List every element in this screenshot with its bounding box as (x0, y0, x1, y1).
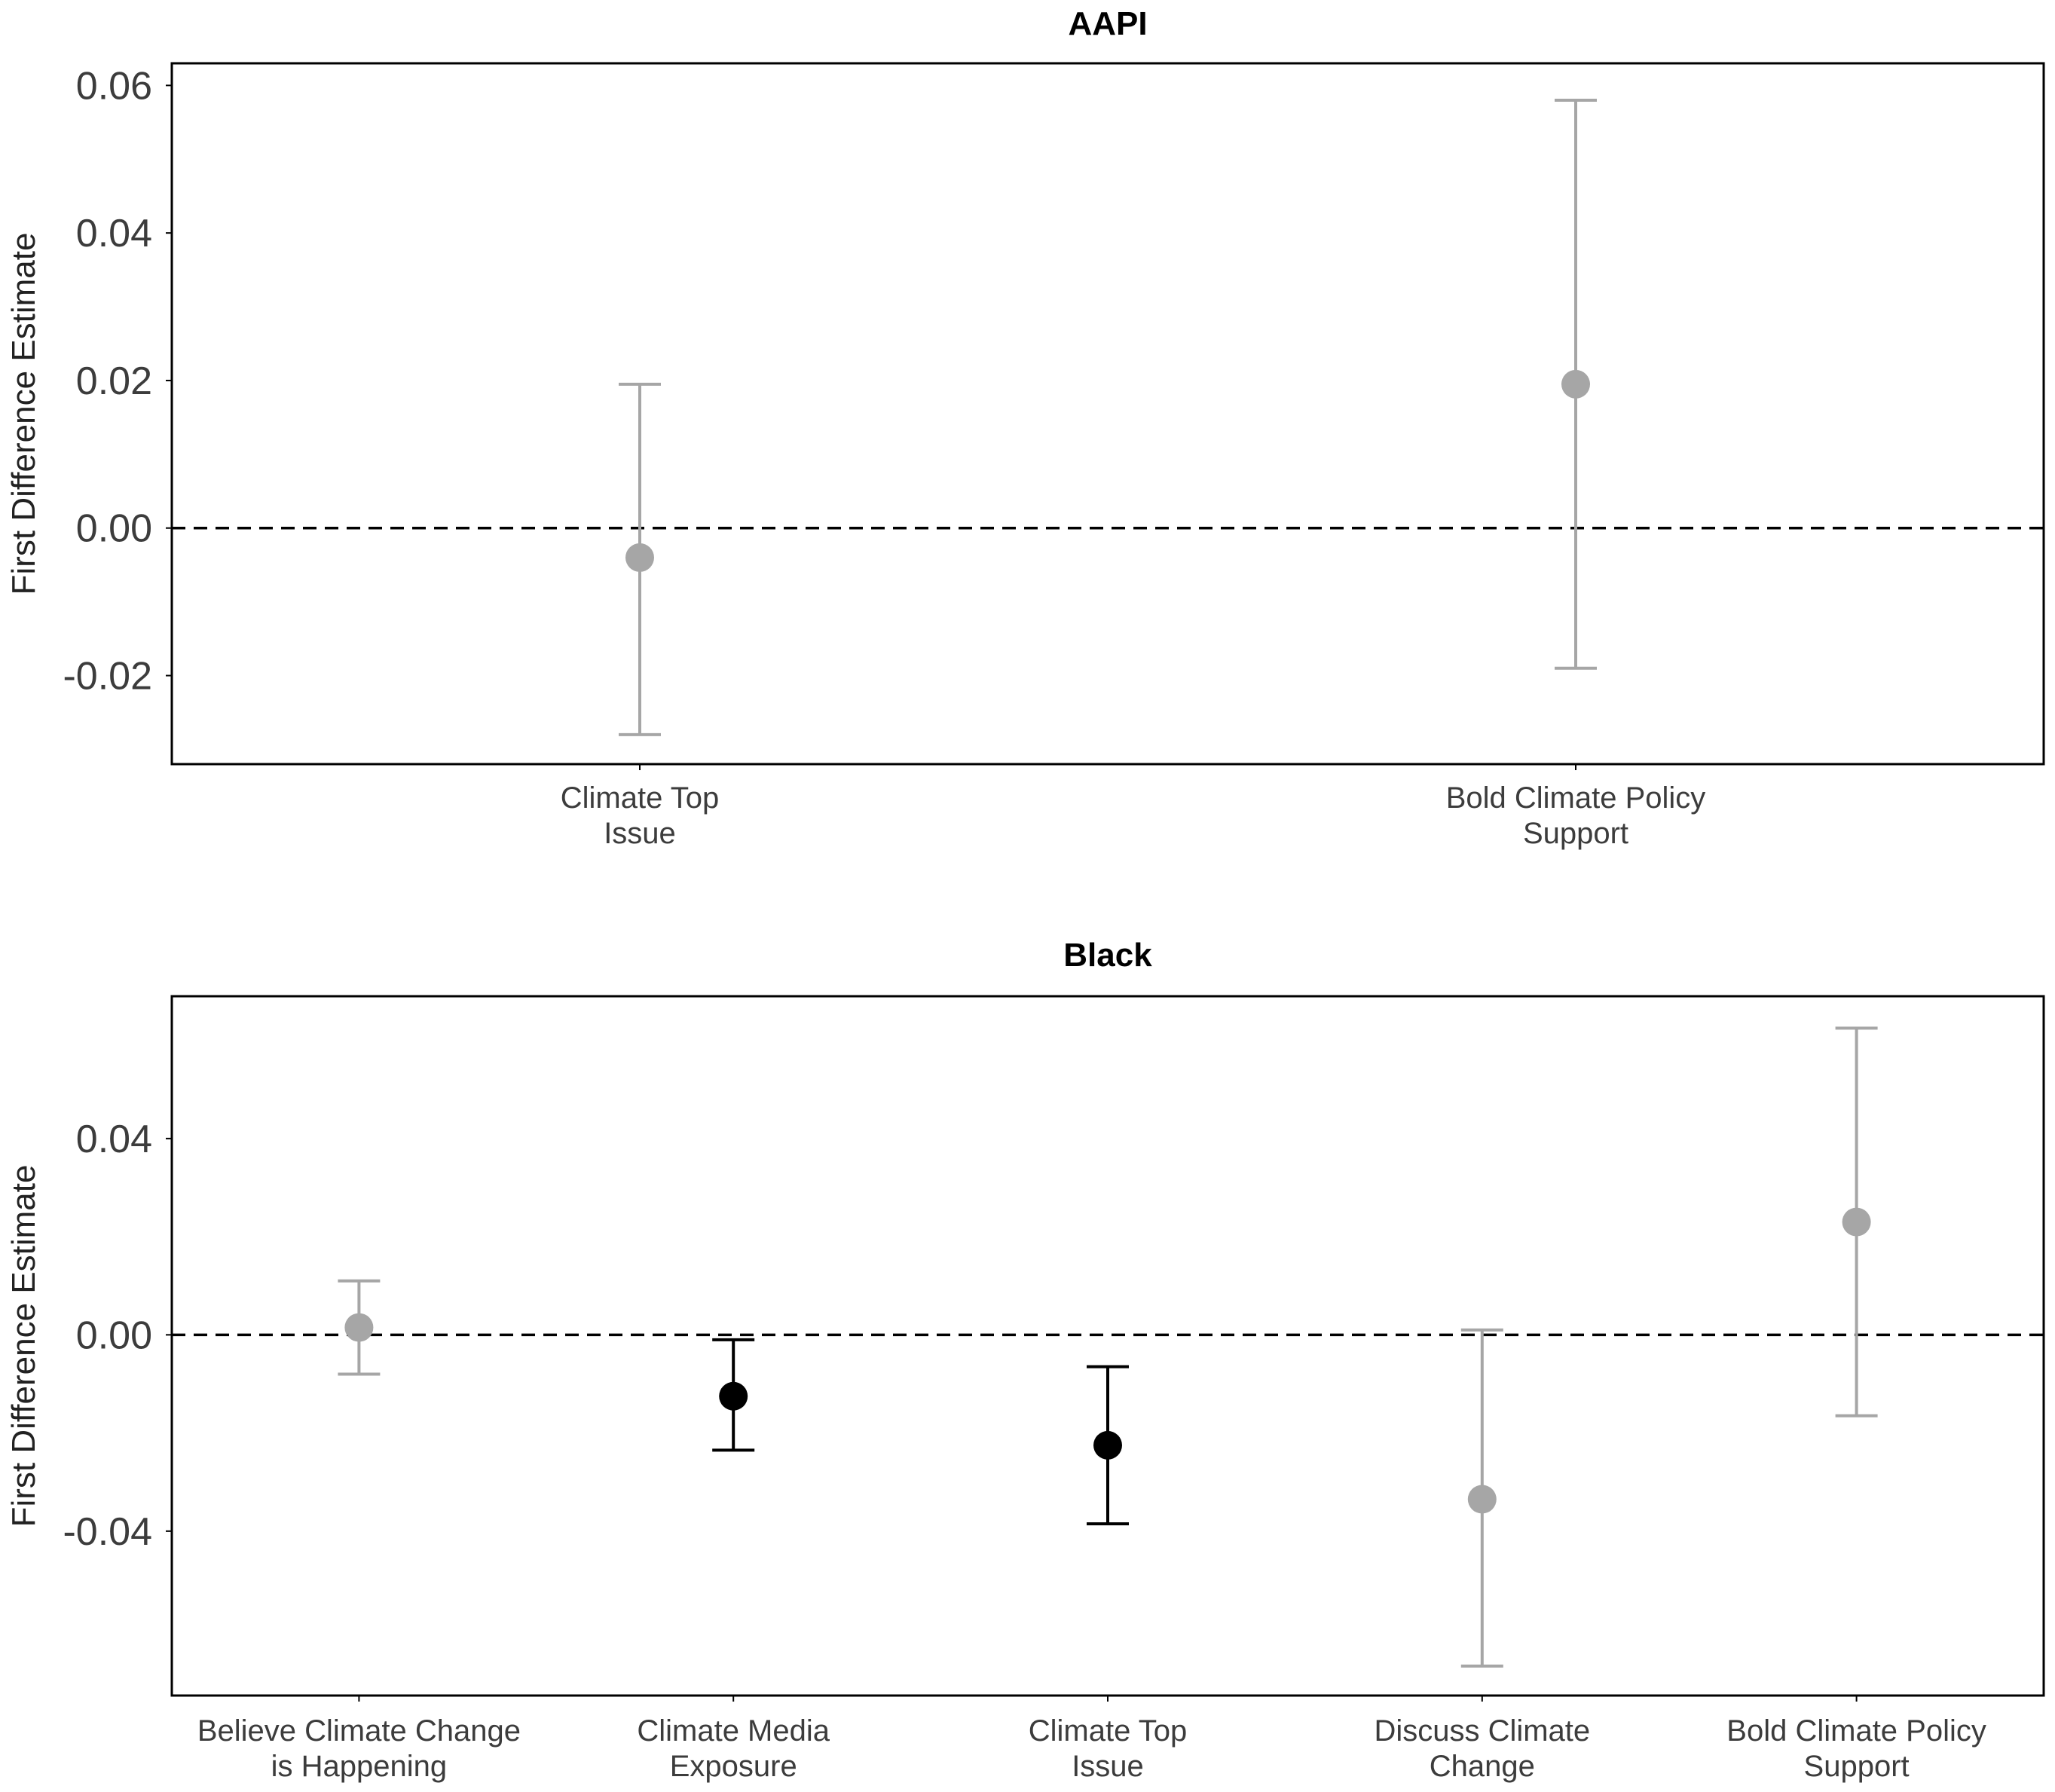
y-axis-label: First Difference Estimate (5, 1165, 42, 1527)
panel-aapi: AAPI 0.06 0.04 0.02 0.00 -0.02 First Differenc… (5, 5, 2045, 850)
x-tick-label: Bold Climate Policy Support (1446, 781, 1706, 850)
x-tick-label-line: Climate Top (1029, 1714, 1187, 1748)
estimate-group (619, 382, 661, 736)
point-estimate (1842, 1207, 1871, 1237)
estimate-group (1460, 1328, 1503, 1668)
panel-title: Black (1063, 937, 1152, 974)
x-tick-label-line: Issue (1072, 1750, 1144, 1783)
plot-frame (170, 995, 2045, 1697)
x-tick-label-line: is Happening (271, 1750, 448, 1783)
y-tick-label: 0.04 (76, 1118, 152, 1161)
x-tick-label-line: Discuss Climate (1374, 1714, 1590, 1748)
x-tick-label-line: Climate Top (561, 781, 719, 815)
x-tick-label-line: Believe Climate Change (197, 1714, 521, 1748)
y-tick-label: 0.00 (76, 507, 152, 551)
y-tick-label: 0.02 (76, 359, 152, 403)
point-estimate (625, 543, 654, 572)
x-tick-label-line: Bold Climate Policy (1446, 781, 1706, 815)
x-tick-label-line: Bold Climate Policy (1726, 1714, 1986, 1748)
y-tick-label: -0.04 (63, 1510, 152, 1554)
x-tick-label: Climate Top Issue (1029, 1714, 1187, 1783)
x-tick-label-line: Exposure (670, 1750, 797, 1783)
estimate-group (1087, 1365, 1129, 1526)
plot-frame (170, 62, 2045, 766)
point-estimate (1093, 1430, 1122, 1460)
x-tick-label-line: Support (1523, 817, 1628, 850)
x-tick-label-line: Issue (604, 817, 676, 850)
x-tick-label: Discuss Climate Change (1374, 1714, 1590, 1783)
point-estimate (344, 1313, 374, 1342)
x-tick-label: Believe Climate Change is Happening (197, 1714, 521, 1783)
estimate-group (1835, 1026, 1878, 1417)
point-estimate (719, 1381, 748, 1411)
y-tick-label: 0.00 (76, 1313, 152, 1357)
estimate-group (338, 1279, 381, 1376)
estimate-group (1555, 98, 1597, 670)
x-tick-label: Climate Media Exposure (637, 1714, 830, 1783)
y-tick-label: -0.02 (63, 655, 152, 699)
x-tick-label: Bold Climate Policy Support (1726, 1714, 1986, 1783)
y-tick-label: 0.04 (76, 212, 152, 255)
estimate-group (712, 1338, 755, 1452)
y-tick-label: 0.06 (76, 64, 152, 108)
panel-black: Black 0.04 0.00 -0.04 First Difference Estim… (5, 937, 2045, 1783)
x-tick-label-line: Climate Media (637, 1714, 830, 1748)
panel-title: AAPI (1068, 5, 1147, 42)
point-estimate (1561, 369, 1590, 399)
x-tick-label: Climate Top Issue (561, 781, 719, 850)
y-axis-label: First Difference Estimate (5, 233, 42, 595)
x-tick-label-line: Change (1430, 1750, 1535, 1783)
x-tick-label-line: Support (1804, 1750, 1910, 1783)
point-estimate (1467, 1485, 1497, 1514)
